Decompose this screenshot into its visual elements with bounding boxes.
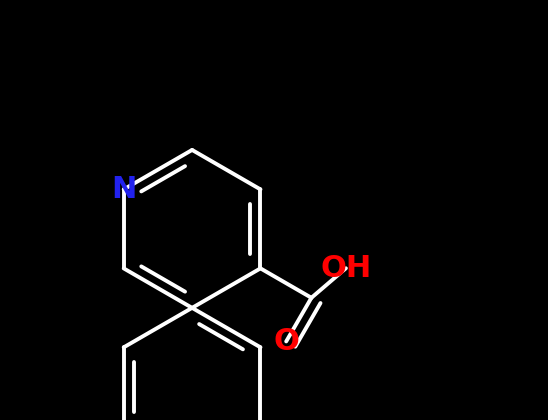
Text: OH: OH: [320, 254, 372, 283]
Text: N: N: [111, 175, 136, 204]
Text: O: O: [273, 327, 299, 356]
